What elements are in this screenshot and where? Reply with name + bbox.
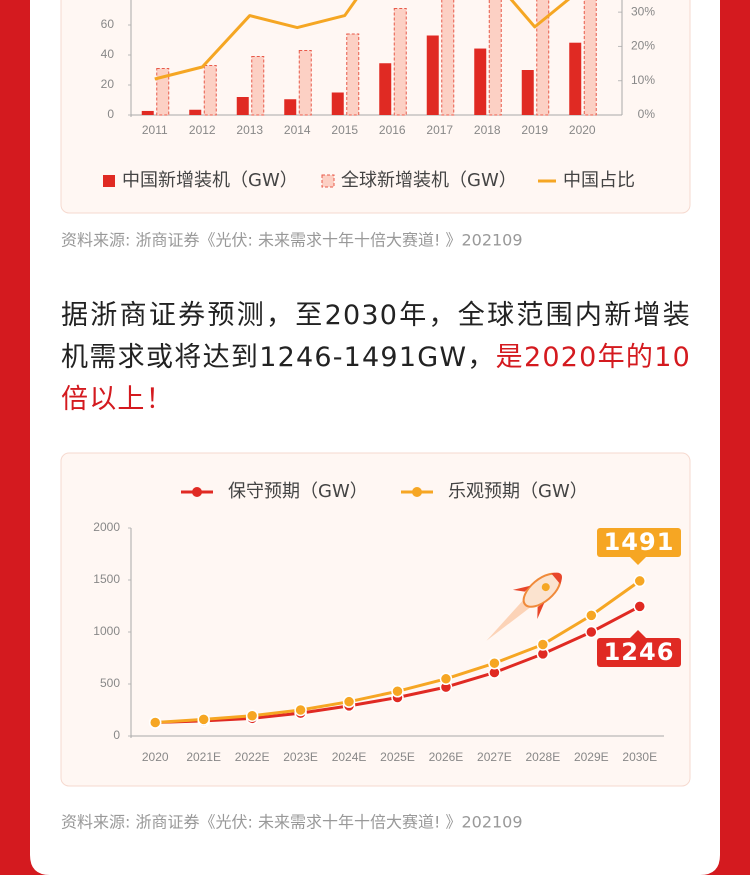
bar	[426, 35, 439, 115]
chart-box	[60, 452, 691, 787]
line	[154, 0, 571, 81]
callout	[597, 638, 681, 667]
bar	[521, 70, 534, 115]
y-tick-label: 0	[107, 107, 114, 121]
x-tick-label: 2022E	[235, 750, 270, 764]
legend-label: 全球新增装机（GW）	[341, 170, 517, 191]
y-tick-label: 1000	[93, 624, 120, 638]
x-tick-label: 2023E	[283, 750, 318, 764]
legend-label: 乐观预期（GW）	[448, 481, 588, 502]
x-tick-label: 2013	[236, 123, 263, 137]
paragraph-highlight: 是2020年的10倍以上！	[61, 342, 691, 415]
x-tick-label: 2030E	[622, 750, 657, 764]
paragraph: 据浙商证券预测，至2030年，全球范围内新增装机需求或将达到1246-1491G…	[61, 295, 691, 421]
bar	[474, 48, 487, 115]
data-label: 1491	[604, 528, 675, 556]
y2-tick-label: 10%	[631, 73, 655, 87]
bar	[156, 68, 170, 116]
y2-tick-label: 20%	[631, 39, 655, 53]
x-tick-label: 2029E	[574, 750, 609, 764]
y-tick-label: 1500	[93, 572, 120, 586]
x-tick-label: 2026E	[429, 750, 464, 764]
point	[342, 695, 356, 708]
rocket	[486, 572, 562, 641]
legend-label: 中国新增装机（GW）	[122, 170, 298, 191]
x-tick-label: 2021E	[186, 750, 221, 764]
x-tick-label: 2017	[426, 123, 453, 137]
callout	[597, 528, 681, 557]
point	[245, 709, 259, 722]
legend-label: 中国占比	[563, 170, 635, 191]
bar	[583, 0, 597, 116]
source: 资料来源: 浙商证券《光伏: 未来需求十年十倍大赛道! 》202109	[61, 813, 523, 832]
callout-pointer	[630, 630, 646, 638]
x-tick-label: 2018	[474, 123, 501, 137]
legend-swatch	[321, 174, 335, 188]
y-tick-label: 40	[101, 47, 115, 61]
x-tick-label: 2020	[142, 750, 169, 764]
bar	[536, 0, 550, 116]
legend-swatch	[192, 487, 202, 497]
bar	[346, 33, 360, 116]
paragraph-text: 据浙商证券预测，至2030年，全球范围内新增装机需求或将达到1246-1491G…	[61, 300, 691, 373]
bar	[141, 110, 154, 115]
bar	[251, 56, 265, 116]
legend-swatch	[412, 487, 422, 497]
bar	[203, 65, 217, 116]
point	[148, 716, 162, 729]
x-tick-label: 2015	[331, 123, 358, 137]
point	[536, 638, 550, 651]
point	[633, 574, 647, 588]
point	[585, 609, 598, 622]
y2-tick-label: 30%	[631, 4, 655, 18]
point	[488, 656, 501, 670]
callout-pointer	[630, 557, 646, 565]
bar	[393, 8, 407, 116]
legend-label: 保守预期（GW）	[228, 481, 368, 502]
bar	[284, 99, 297, 115]
data-label: 1246	[604, 638, 675, 666]
bar	[236, 97, 249, 115]
y2-tick-label: 0%	[638, 107, 656, 121]
point	[391, 685, 404, 698]
x-tick-label: 2024E	[332, 750, 367, 764]
bar	[298, 50, 312, 116]
x-tick-label: 2011	[142, 123, 168, 137]
bar	[331, 92, 344, 115]
y-tick-label: 20	[101, 77, 115, 91]
point	[197, 713, 210, 726]
bar	[189, 109, 202, 115]
point	[633, 600, 647, 613]
point	[585, 625, 598, 639]
bar	[441, 0, 455, 116]
x-tick-label: 2028E	[526, 750, 561, 764]
chart-box	[60, 0, 691, 214]
x-tick-label: 2016	[379, 123, 406, 137]
x-tick-label: 2020	[569, 123, 596, 137]
y-tick-label: 0	[113, 728, 120, 742]
x-tick-label: 2014	[284, 123, 311, 137]
bar	[379, 63, 392, 115]
bar	[488, 0, 502, 116]
y-tick-label: 60	[101, 17, 115, 31]
legend-swatch	[103, 175, 115, 187]
point	[439, 672, 453, 686]
x-tick-label: 2025E	[380, 750, 415, 764]
x-tick-label: 2012	[189, 123, 216, 137]
source: 资料来源: 浙商证券《光伏: 未来需求十年十倍大赛道! 》202109	[61, 231, 523, 250]
x-tick-label: 2027E	[477, 750, 512, 764]
y-tick-label: 500	[100, 676, 120, 690]
y-tick-label: 2000	[93, 520, 120, 534]
point	[294, 703, 307, 717]
x-tick-label: 2019	[521, 123, 548, 137]
bar	[569, 42, 582, 116]
